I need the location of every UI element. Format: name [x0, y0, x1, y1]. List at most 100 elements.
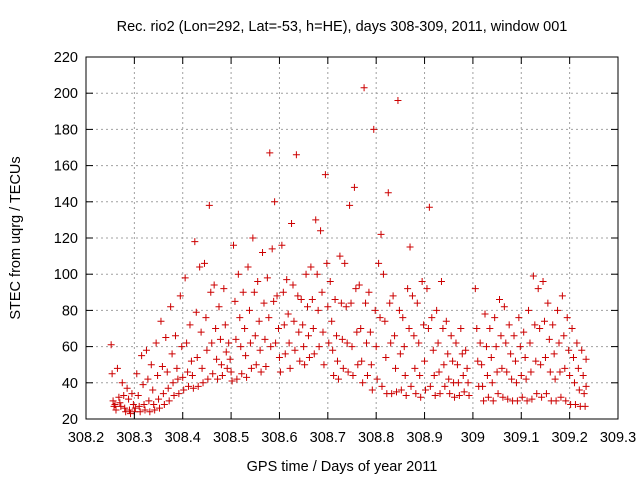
x-tick-label: 309	[461, 430, 485, 446]
data-point	[204, 375, 212, 383]
data-point	[210, 281, 218, 289]
data-point	[290, 317, 298, 325]
data-point	[310, 350, 318, 358]
data-point	[446, 390, 454, 398]
data-point	[482, 343, 490, 351]
data-point	[344, 368, 352, 376]
data-point	[397, 386, 405, 394]
data-point	[215, 303, 223, 311]
data-point	[360, 84, 368, 92]
data-point	[121, 404, 129, 412]
data-point	[523, 397, 531, 405]
data-point	[363, 339, 371, 347]
data-point	[255, 317, 263, 325]
data-point	[538, 393, 546, 401]
data-point	[500, 303, 508, 311]
data-point	[252, 361, 260, 369]
data-point	[186, 321, 194, 329]
data-point	[352, 285, 360, 293]
data-point	[452, 339, 460, 347]
data-point	[296, 357, 304, 365]
data-point	[437, 277, 445, 285]
data-point	[493, 368, 501, 376]
data-point	[540, 317, 548, 325]
data-point	[212, 325, 220, 332]
data-point	[165, 397, 173, 405]
data-point	[113, 364, 121, 372]
data-point	[546, 368, 554, 376]
data-point	[457, 325, 465, 332]
data-point	[578, 346, 586, 354]
data-point	[342, 303, 350, 311]
data-point	[187, 357, 195, 365]
data-point	[533, 390, 541, 398]
data-point	[268, 245, 276, 253]
data-point	[479, 382, 487, 390]
data-point	[205, 201, 213, 209]
data-point	[568, 325, 576, 332]
data-point	[494, 390, 502, 398]
data-point	[305, 353, 313, 361]
data-point	[281, 350, 289, 358]
data-point	[312, 216, 320, 224]
data-point	[471, 285, 479, 293]
data-point	[372, 343, 380, 351]
data-point	[510, 332, 518, 340]
data-point	[359, 379, 367, 387]
data-point	[480, 397, 488, 405]
data-point	[228, 377, 236, 385]
axis-ticks: 308.2 308.3 308.4 308.5 308.6 308.7 308.8 308.9…	[54, 50, 636, 446]
data-point	[145, 397, 153, 405]
data-point	[348, 343, 356, 351]
data-point	[376, 314, 384, 322]
y-tick-label: 180	[54, 122, 78, 138]
data-point	[123, 384, 131, 392]
data-point	[381, 317, 389, 325]
data-point	[503, 368, 511, 376]
data-point	[421, 357, 429, 365]
data-point	[308, 296, 316, 304]
data-point	[260, 299, 268, 307]
data-point	[557, 393, 565, 401]
data-point	[192, 308, 200, 316]
grid-lines	[86, 57, 618, 419]
data-point	[528, 395, 536, 403]
data-point	[453, 361, 461, 369]
y-tick-label: 60	[62, 340, 78, 356]
data-point	[392, 364, 400, 372]
data-point	[476, 339, 484, 347]
data-point	[454, 379, 462, 387]
data-point	[259, 248, 267, 256]
data-point	[245, 306, 253, 314]
data-point	[386, 299, 394, 307]
data-point	[222, 348, 230, 356]
data-point	[483, 372, 491, 380]
data-point	[545, 335, 553, 343]
data-point	[213, 355, 221, 363]
data-point	[435, 368, 443, 376]
data-point	[273, 292, 281, 300]
data-point	[370, 125, 378, 133]
data-point	[110, 402, 118, 410]
data-point	[180, 386, 188, 394]
data-point	[191, 238, 199, 246]
data-point	[267, 343, 275, 351]
data-point	[449, 357, 457, 365]
data-point	[375, 259, 383, 267]
data-point	[504, 395, 512, 403]
data-point	[417, 393, 425, 401]
data-point	[286, 364, 294, 372]
data-point	[274, 325, 282, 332]
data-point	[333, 357, 341, 365]
data-point	[144, 375, 152, 383]
data-point	[108, 370, 116, 378]
data-point	[330, 372, 338, 380]
data-point	[458, 350, 466, 358]
data-point	[424, 325, 432, 332]
data-point	[294, 292, 302, 300]
y-tick-label: 80	[62, 303, 78, 319]
data-point	[492, 343, 500, 351]
data-point	[251, 332, 259, 340]
data-point	[507, 350, 515, 358]
data-point	[512, 379, 520, 387]
